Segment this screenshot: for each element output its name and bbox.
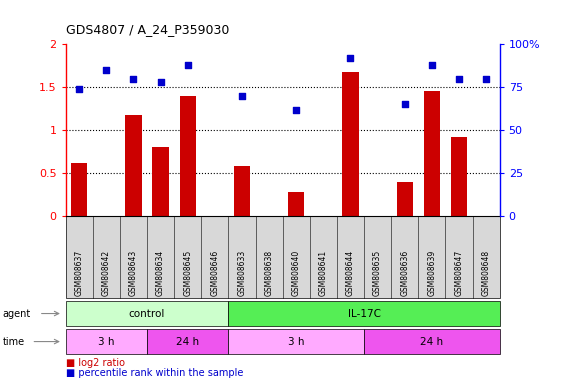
Point [427, 62, 436, 68]
Text: ■ percentile rank within the sample: ■ percentile rank within the sample [66, 368, 243, 379]
Text: GSM808646: GSM808646 [210, 250, 219, 296]
Bar [342, 72, 359, 216]
Point [400, 101, 409, 108]
Point [75, 86, 84, 92]
Bar [179, 96, 196, 216]
Bar [396, 182, 413, 216]
Text: 3 h: 3 h [98, 336, 115, 347]
Text: GSM808643: GSM808643 [129, 250, 138, 296]
Point [455, 76, 464, 82]
Text: GSM808648: GSM808648 [481, 250, 490, 296]
Text: GSM808637: GSM808637 [75, 250, 84, 296]
Text: 3 h: 3 h [288, 336, 304, 347]
Point [102, 67, 111, 73]
Point [156, 79, 165, 85]
Text: 24 h: 24 h [420, 336, 443, 347]
Point [346, 55, 355, 61]
Text: GSM808635: GSM808635 [373, 250, 382, 296]
Text: control: control [129, 308, 165, 319]
Text: time: time [3, 336, 25, 347]
Point [129, 76, 138, 82]
Text: GSM808647: GSM808647 [455, 250, 464, 296]
Bar [451, 137, 467, 216]
Text: IL-17C: IL-17C [348, 308, 380, 319]
Text: GSM808639: GSM808639 [427, 250, 436, 296]
Text: GSM808633: GSM808633 [238, 250, 247, 296]
Text: GSM808644: GSM808644 [346, 250, 355, 296]
Bar [288, 192, 304, 216]
Text: GSM808636: GSM808636 [400, 250, 409, 296]
Text: 24 h: 24 h [176, 336, 199, 347]
Text: GSM808645: GSM808645 [183, 250, 192, 296]
Point [292, 106, 301, 113]
Text: ■ log2 ratio: ■ log2 ratio [66, 358, 124, 368]
Text: agent: agent [3, 308, 31, 319]
Bar [126, 115, 142, 216]
Text: GSM808642: GSM808642 [102, 250, 111, 296]
Text: GSM808641: GSM808641 [319, 250, 328, 296]
Text: GSM808638: GSM808638 [264, 250, 274, 296]
Text: GSM808634: GSM808634 [156, 250, 165, 296]
Text: GSM808640: GSM808640 [292, 250, 301, 296]
Bar [71, 163, 87, 216]
Point [183, 62, 192, 68]
Bar [152, 147, 169, 216]
Text: GDS4807 / A_24_P359030: GDS4807 / A_24_P359030 [66, 23, 229, 36]
Bar [234, 166, 250, 216]
Bar [424, 91, 440, 216]
Point [481, 76, 490, 82]
Point [238, 93, 247, 99]
